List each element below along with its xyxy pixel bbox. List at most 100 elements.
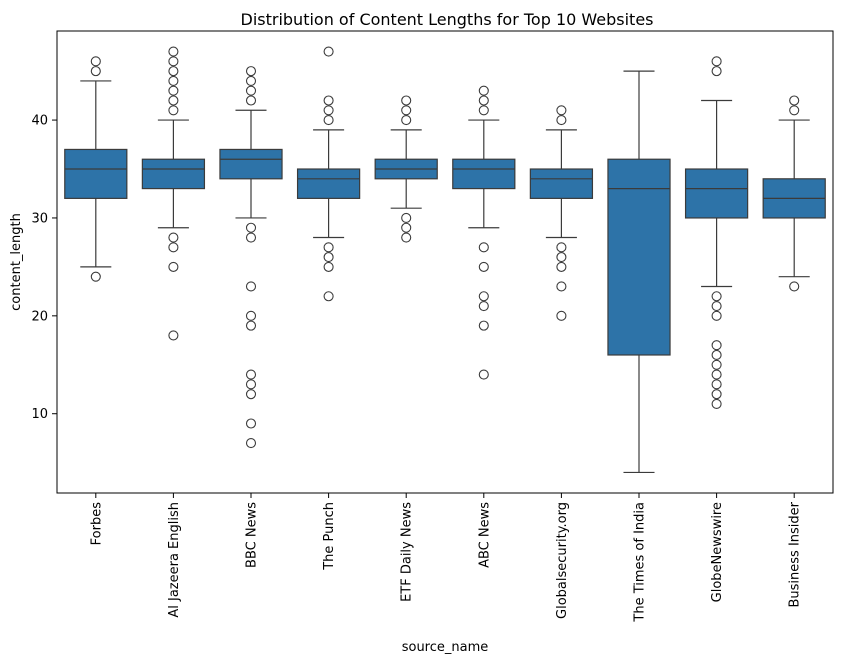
y-tick-label: 30 <box>31 211 48 226</box>
outlier-point <box>401 212 412 224</box>
outlier-point <box>323 291 334 302</box>
outlier-point <box>245 320 257 331</box>
outlier-point <box>245 389 257 400</box>
x-tick-label: Business Insider <box>788 501 803 607</box>
outlier-point <box>245 379 257 390</box>
outlier-point <box>478 105 489 116</box>
outlier-point <box>323 46 334 57</box>
outlier-point <box>168 95 179 106</box>
outlier-point <box>789 105 800 116</box>
outlier-point <box>478 320 489 331</box>
outlier-point <box>168 75 179 86</box>
x-tick-label: The Punch <box>322 502 337 571</box>
box-group <box>141 46 206 341</box>
outlier-point <box>789 95 800 106</box>
outlier-point <box>245 232 257 243</box>
y-tick-label: 20 <box>31 309 48 324</box>
outlier-point <box>168 330 179 341</box>
outlier-point <box>478 261 489 272</box>
outlier-point <box>401 115 412 126</box>
plot-area <box>64 46 826 474</box>
outlier-point <box>711 359 722 370</box>
outlier-point <box>168 56 179 67</box>
outlier-point <box>789 281 800 292</box>
outlier-point <box>401 95 412 106</box>
outlier-point <box>711 291 722 302</box>
outlier-point <box>323 261 334 272</box>
outlier-point <box>711 379 722 390</box>
outlier-point <box>556 281 567 292</box>
box <box>452 158 516 190</box>
outlier-point <box>245 222 257 233</box>
outlier-point <box>168 105 179 116</box>
outlier-point <box>711 310 722 321</box>
box-group <box>529 105 594 321</box>
outlier-point <box>168 261 179 272</box>
outlier-point <box>323 115 334 126</box>
outlier-point <box>245 281 257 292</box>
x-tick-label: GlobeNewswire <box>710 502 725 602</box>
chart-title: Distribution of Content Lengths for Top … <box>241 10 654 29</box>
outlier-point <box>90 271 101 282</box>
box-group <box>219 66 283 449</box>
outlier-point <box>556 252 567 263</box>
box <box>64 148 128 199</box>
outlier-point <box>401 105 412 116</box>
outlier-point <box>711 66 722 77</box>
outlier-point <box>556 115 567 126</box>
outlier-point <box>245 66 257 77</box>
plot-frame <box>56 30 834 494</box>
box-group <box>64 56 128 282</box>
outlier-point <box>711 398 722 409</box>
y-tick-label: 40 <box>31 114 48 129</box>
outlier-point <box>556 310 567 321</box>
outlier-point <box>323 252 334 263</box>
outlier-point <box>90 66 101 77</box>
box <box>219 148 283 180</box>
x-tick-label: The Times of India <box>633 502 648 623</box>
box <box>141 158 206 190</box>
outlier-point <box>245 369 257 380</box>
outlier-point <box>323 95 334 106</box>
outlier-point <box>245 85 257 96</box>
x-axis: Forbes Al Jazeera English BBC News The Punc… <box>89 493 803 623</box>
outlier-point <box>168 85 179 96</box>
y-tick-label: 10 <box>31 407 48 422</box>
box-group <box>374 95 438 243</box>
box <box>296 168 361 199</box>
outlier-point <box>245 418 257 429</box>
x-axis-label: source_name <box>402 640 489 655</box>
outlier-point <box>245 438 257 449</box>
y-axis: 10 20 30 40 <box>31 114 57 422</box>
box-group <box>684 56 749 409</box>
outlier-point <box>168 66 179 77</box>
x-tick-label: ABC News <box>477 502 492 568</box>
outlier-point <box>478 95 489 106</box>
outlier-point <box>245 310 257 321</box>
x-tick-label: BBC News <box>245 502 260 568</box>
outlier-point <box>711 349 722 361</box>
box-group <box>452 85 516 380</box>
box-group <box>762 95 826 292</box>
outlier-point <box>245 95 257 106</box>
outlier-point <box>168 232 179 243</box>
y-axis-label: content_length <box>9 213 24 311</box>
outlier-point <box>323 105 334 116</box>
outlier-point <box>90 56 101 67</box>
outlier-point <box>711 340 722 351</box>
box-group <box>296 46 361 302</box>
outlier-point <box>478 291 489 302</box>
outlier-point <box>478 369 489 380</box>
outlier-point <box>478 85 489 96</box>
outlier-point <box>168 46 179 57</box>
x-tick-label: ETF Daily News <box>400 502 415 602</box>
x-tick-label: Globalsecurity.org <box>555 502 570 619</box>
outlier-point <box>323 242 334 253</box>
outlier-point <box>711 389 722 400</box>
outlier-point <box>711 369 722 380</box>
outlier-point <box>556 261 567 272</box>
x-tick-label: Forbes <box>89 502 104 546</box>
outlier-point <box>478 242 489 253</box>
